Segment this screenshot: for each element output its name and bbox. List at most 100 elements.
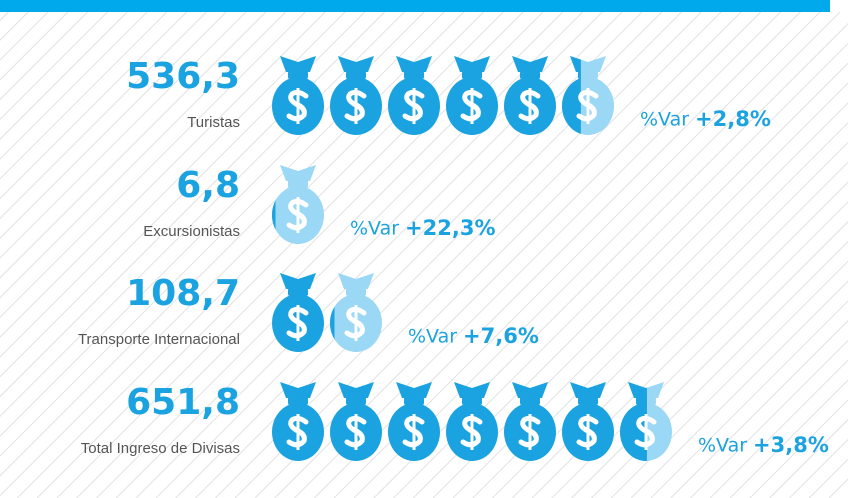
bag-top <box>454 382 490 398</box>
bag-neck <box>288 397 308 405</box>
bag-top <box>280 273 316 289</box>
dollar-s <box>518 415 541 448</box>
money-bag <box>446 382 498 461</box>
bag-neck <box>288 180 308 188</box>
change-label: +7,6% <box>463 324 539 348</box>
value-label: 6,8 <box>176 165 240 206</box>
dollar-s <box>518 89 541 122</box>
dollar-s <box>344 306 367 339</box>
bag-neck <box>462 71 482 79</box>
value-label: 651,8 <box>126 382 240 423</box>
money-bag <box>330 273 382 352</box>
dollar-s <box>286 306 309 339</box>
dollar-sign <box>286 88 309 124</box>
dollar-s <box>344 89 367 122</box>
dollar-sign <box>402 414 425 450</box>
bag-neck <box>288 288 308 296</box>
bag-top <box>570 382 606 398</box>
dollar-s <box>344 415 367 448</box>
change-prefix: %Var <box>350 218 399 240</box>
bag-neck <box>346 288 366 296</box>
money-bag <box>504 56 556 135</box>
dollar-sign <box>344 305 367 341</box>
dollar-s <box>576 89 599 122</box>
dollar-s <box>286 89 309 122</box>
money-bag <box>272 273 324 352</box>
pictogram <box>272 382 672 461</box>
dollar-sign <box>286 305 309 341</box>
bag-top <box>280 56 316 72</box>
bag-body <box>272 200 276 230</box>
pictogram <box>272 273 382 352</box>
dollar-s <box>576 415 599 448</box>
dollar-s <box>402 89 425 122</box>
bag-top <box>512 56 548 72</box>
dollar-s <box>634 415 657 448</box>
dollar-sign <box>518 414 541 450</box>
dollar-sign <box>576 88 599 124</box>
money-bag <box>562 56 614 135</box>
bag-top <box>396 56 432 72</box>
bag-top <box>570 56 581 72</box>
bag-top <box>512 382 548 398</box>
dollar-s <box>402 415 425 448</box>
bag-body <box>330 306 335 340</box>
money-bag <box>272 165 324 244</box>
bag-body <box>562 78 581 134</box>
dollar-sign <box>286 414 309 450</box>
value-label: 108,7 <box>126 273 240 314</box>
money-bag <box>562 382 614 461</box>
bag-neck <box>462 397 482 405</box>
bag-neck <box>346 71 366 79</box>
value-label: 536,3 <box>126 56 240 97</box>
bag-neck <box>520 397 540 405</box>
bag-neck <box>520 71 540 79</box>
money-bag <box>272 56 324 135</box>
money-bag <box>388 56 440 135</box>
bag-top <box>338 382 374 398</box>
bag-neck <box>346 397 366 405</box>
category-label: Excursionistas <box>143 223 240 240</box>
bag-neck <box>636 397 647 405</box>
dollar-s <box>460 415 483 448</box>
bag-filled-part <box>330 306 335 340</box>
dollar-sign <box>460 88 483 124</box>
dollar-sign <box>344 414 367 450</box>
bag-neck <box>578 71 598 79</box>
money-bag <box>504 382 556 461</box>
dollar-sign <box>286 197 309 233</box>
bag-filled-part <box>562 56 581 134</box>
money-bag <box>620 382 672 461</box>
top-bar <box>0 0 830 12</box>
bag-top <box>280 165 316 181</box>
change-label: +22,3% <box>405 216 495 240</box>
dollar-sign <box>344 88 367 124</box>
dollar-s <box>460 89 483 122</box>
dollar-s <box>286 415 309 448</box>
money-bag <box>446 56 498 135</box>
pictogram <box>272 165 324 244</box>
bag-neck <box>578 71 581 79</box>
money-bag <box>330 382 382 461</box>
category-label: Transporte Internacional <box>78 331 240 348</box>
change-label: +2,8% <box>695 107 771 131</box>
bag-top <box>396 382 432 398</box>
money-bag <box>330 56 382 135</box>
bag-top <box>338 56 374 72</box>
dollar-sign <box>576 414 599 450</box>
change-label: +3,8% <box>753 433 829 457</box>
money-bag <box>272 382 324 461</box>
bag-filled-part <box>272 200 276 230</box>
change-prefix: %Var <box>408 326 457 348</box>
category-label: Turistas <box>187 114 240 131</box>
bag-neck <box>404 397 424 405</box>
bag-top <box>454 56 490 72</box>
bag-top <box>280 382 316 398</box>
bag-top <box>338 273 374 289</box>
bag-neck <box>404 71 424 79</box>
dollar-sign <box>402 88 425 124</box>
money-bag <box>388 382 440 461</box>
bag-top <box>628 382 647 398</box>
change-prefix: %Var <box>640 109 689 131</box>
